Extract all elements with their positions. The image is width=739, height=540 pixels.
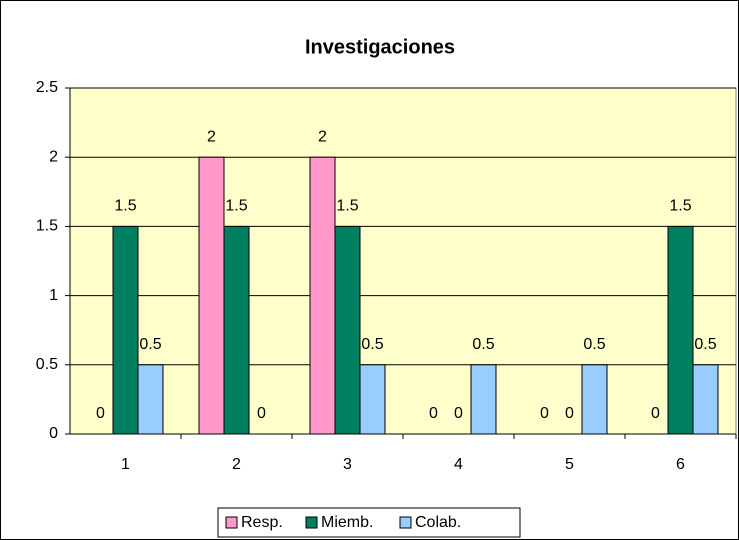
bar	[581, 364, 608, 435]
y-tick-label: 0	[49, 425, 58, 442]
data-label: 0.5	[139, 336, 161, 353]
x-tick-label: 2	[232, 456, 241, 473]
y-tick-label: 2.5	[36, 79, 58, 96]
x-tick-label: 6	[676, 456, 685, 473]
data-label: 0	[540, 405, 549, 422]
x-tick-label: 4	[454, 456, 463, 473]
data-label: 0	[565, 405, 574, 422]
bar	[359, 364, 386, 435]
data-label: 1.5	[669, 198, 691, 215]
data-label: 0	[429, 405, 438, 422]
data-label: 0.5	[472, 336, 494, 353]
legend-swatch	[225, 516, 238, 529]
x-tick-label: 3	[343, 456, 352, 473]
x-tick-label: 5	[565, 456, 574, 473]
data-label: 2	[318, 128, 327, 145]
data-label: 0.5	[361, 336, 383, 353]
chart-title: Investigaciones	[305, 36, 455, 58]
legend-label: Resp.	[241, 514, 283, 531]
x-tick-label: 1	[121, 456, 130, 473]
legend-box	[217, 507, 521, 538]
y-tick-label: 1.5	[36, 218, 58, 235]
data-label: 0	[257, 405, 266, 422]
data-label: 0.5	[694, 336, 716, 353]
plot-area	[69, 87, 737, 435]
legend-swatch	[305, 516, 318, 529]
bar	[667, 225, 694, 435]
bar	[198, 156, 225, 435]
y-tick-label: 0.5	[36, 356, 58, 373]
bar	[334, 225, 361, 435]
data-label: 0	[651, 405, 660, 422]
data-label: 1.5	[114, 198, 136, 215]
bar	[223, 225, 250, 435]
data-label: 0.5	[583, 336, 605, 353]
bar	[470, 364, 497, 435]
legend-swatch	[399, 516, 412, 529]
y-tick-label: 2	[49, 148, 58, 165]
bar	[137, 364, 164, 435]
legend-label: Colab.	[415, 514, 461, 531]
bar	[309, 156, 336, 435]
legend-label: Miemb.	[321, 514, 373, 531]
data-label: 2	[207, 128, 216, 145]
data-label: 0	[454, 405, 463, 422]
bar	[692, 364, 719, 435]
data-label: 0	[96, 405, 105, 422]
bar	[112, 225, 139, 435]
y-tick-label: 1	[49, 287, 58, 304]
data-label: 1.5	[336, 198, 358, 215]
data-label: 1.5	[225, 198, 247, 215]
